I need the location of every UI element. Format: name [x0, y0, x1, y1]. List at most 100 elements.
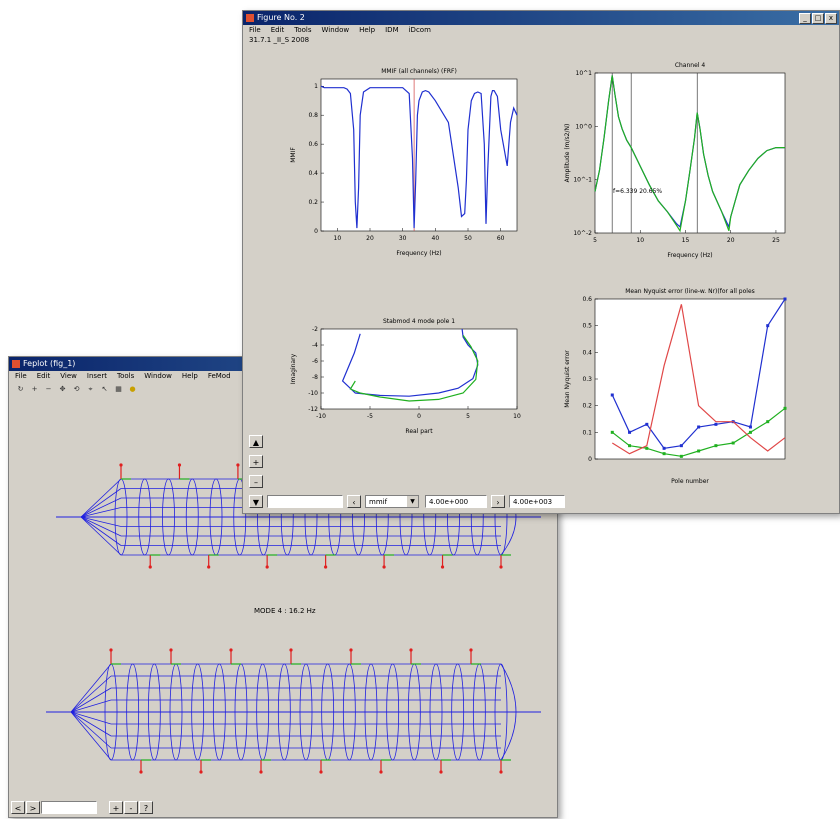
mesh-ring — [321, 663, 335, 761]
orbit-icon[interactable]: ⟲ — [71, 384, 82, 394]
mesh-edge — [80, 488, 122, 518]
fe-minus-button[interactable]: - — [124, 801, 138, 814]
mesh-edge — [70, 675, 112, 713]
y-axis-label: Imaginary — [290, 353, 297, 384]
x-tick-label: 20 — [366, 235, 374, 242]
menu-edit[interactable]: Edit — [36, 372, 51, 380]
mesh-ring — [277, 663, 291, 761]
mesh-deformed-view[interactable] — [46, 648, 541, 774]
close-icon[interactable]: x — [825, 13, 837, 24]
menu-edit[interactable]: Edit — [270, 26, 285, 34]
fe-next-button[interactable]: > — [26, 801, 40, 814]
y-tick-label: -4 — [312, 342, 318, 349]
y-tick-label: 0.3 — [582, 376, 592, 383]
sensor-arrow-head — [236, 463, 240, 467]
x-tick-label: 50 — [464, 235, 472, 242]
x-tick-label: 5 — [593, 237, 597, 244]
pan-icon[interactable]: ✥ — [57, 384, 68, 394]
menu-file[interactable]: File — [15, 372, 27, 380]
minimize-icon[interactable]: _ — [799, 13, 811, 24]
y-tick-label: 10^1 — [576, 70, 593, 77]
chart-2[interactable]: Channel 4 Frequency (Hz) Amplitude (m/s2/N… — [564, 62, 786, 259]
charts-area[interactable]: MMIF (all channels) (FRF) Frequency (Hz) M… — [243, 11, 839, 513]
plot-area[interactable] — [320, 328, 518, 410]
menu-idm[interactable]: IDM — [385, 26, 399, 34]
mesh-icon[interactable]: ▦ — [113, 384, 124, 394]
chart-title: Channel 4 — [675, 62, 706, 69]
mesh-ring — [386, 663, 400, 761]
y-tick-label: 0.5 — [582, 323, 592, 330]
data-point — [628, 444, 632, 448]
select-icon[interactable]: ⌖ — [85, 384, 96, 394]
maximize-icon[interactable]: □ — [812, 13, 824, 24]
chart-3[interactable]: Stabmod 4 mode pole 1 Real part Imaginary -… — [290, 318, 521, 435]
series-line-2 — [594, 75, 785, 233]
y-tick-label: 1 — [314, 83, 318, 90]
sensor-arrow-head — [229, 648, 233, 652]
menu-tools[interactable]: Tools — [294, 26, 312, 34]
x-tick-label: -10 — [316, 413, 326, 420]
footer-field-a[interactable]: 4.00e+000 — [425, 495, 487, 508]
menu-view[interactable]: View — [60, 372, 77, 380]
fe-mode-field[interactable] — [41, 801, 97, 814]
footer-field-b[interactable]: 4.00e+003 — [509, 495, 565, 508]
menu-window[interactable]: Window — [321, 26, 350, 34]
arrow-icon[interactable]: ↖ — [99, 384, 110, 394]
zoom-in-icon[interactable]: + — [29, 384, 40, 394]
rotate-icon[interactable]: ↻ — [15, 384, 26, 394]
mesh-ring — [126, 663, 140, 761]
menu-tools[interactable]: Tools — [116, 372, 135, 380]
y-tick-label: 0 — [314, 228, 318, 235]
menu-femod[interactable]: FeMod — [207, 372, 231, 380]
data-point — [645, 446, 649, 450]
mesh-ring — [162, 478, 175, 556]
feplot-toolbar: ↻ + − ✥ ⟲ ⌖ ↖ ▦ ● — [9, 382, 557, 396]
fe-plus-button[interactable]: + — [109, 801, 123, 814]
fe-help-button[interactable]: ? — [139, 801, 153, 814]
footer-dropdown[interactable]: mmif ▼ — [365, 495, 419, 508]
idcom-title: Figure No. 2 — [257, 13, 305, 22]
footer-edit-field[interactable] — [267, 495, 343, 508]
chart-1[interactable]: MMIF (all channels) (FRF) Frequency (Hz) M… — [290, 68, 518, 257]
footer-left-button[interactable]: ‹ — [347, 495, 361, 508]
sensor-arrow-head — [324, 565, 328, 569]
series-line-2 — [349, 335, 479, 402]
data-point — [783, 297, 787, 301]
sensor-arrow-head — [265, 565, 269, 569]
side-up-button[interactable]: ▲ — [249, 435, 263, 448]
plot-area[interactable] — [594, 298, 786, 460]
series-line-1 — [320, 85, 518, 229]
sensor-arrow-head — [382, 565, 386, 569]
menu-window[interactable]: Window — [144, 372, 172, 380]
x-axis-label: Frequency (Hz) — [396, 250, 441, 257]
y-tick-label: 10^-1 — [573, 177, 592, 184]
mesh-edge — [70, 699, 112, 713]
x-tick-label: 15 — [682, 237, 690, 244]
side-minus-button[interactable]: – — [249, 475, 263, 488]
data-point — [628, 430, 632, 434]
menu-insert[interactable]: Insert — [86, 372, 107, 380]
data-point — [748, 430, 752, 434]
zoom-out-icon[interactable]: − — [43, 384, 54, 394]
x-axis-label: Pole number — [671, 478, 709, 485]
menu-help[interactable]: Help — [359, 26, 376, 34]
plot-area[interactable] — [594, 72, 786, 234]
footer-mid-button[interactable]: › — [491, 495, 505, 508]
mesh-ring — [407, 663, 421, 761]
sensor-arrow-head — [409, 648, 413, 652]
side-down-button[interactable]: ▼ — [249, 495, 263, 508]
idcom-titlebar[interactable]: Figure No. 2 _ □ x — [243, 11, 839, 25]
data-point — [610, 393, 614, 397]
mesh-edge — [80, 516, 122, 556]
bulb-icon[interactable]: ● — [127, 384, 138, 394]
side-plus-button[interactable]: + — [249, 455, 263, 468]
menu-file[interactable]: File — [249, 26, 261, 34]
data-point — [697, 425, 701, 429]
menu-idcom[interactable]: iDcom — [408, 26, 431, 34]
chart-4[interactable]: Mean Nyquist error (line-w. Nr)(for all … — [564, 288, 787, 485]
mesh-ring — [138, 478, 152, 556]
y-tick-label: -6 — [312, 358, 318, 365]
menu-help[interactable]: Help — [181, 372, 198, 380]
fe-prev-button[interactable]: < — [11, 801, 25, 814]
mesh-ring — [234, 663, 248, 761]
